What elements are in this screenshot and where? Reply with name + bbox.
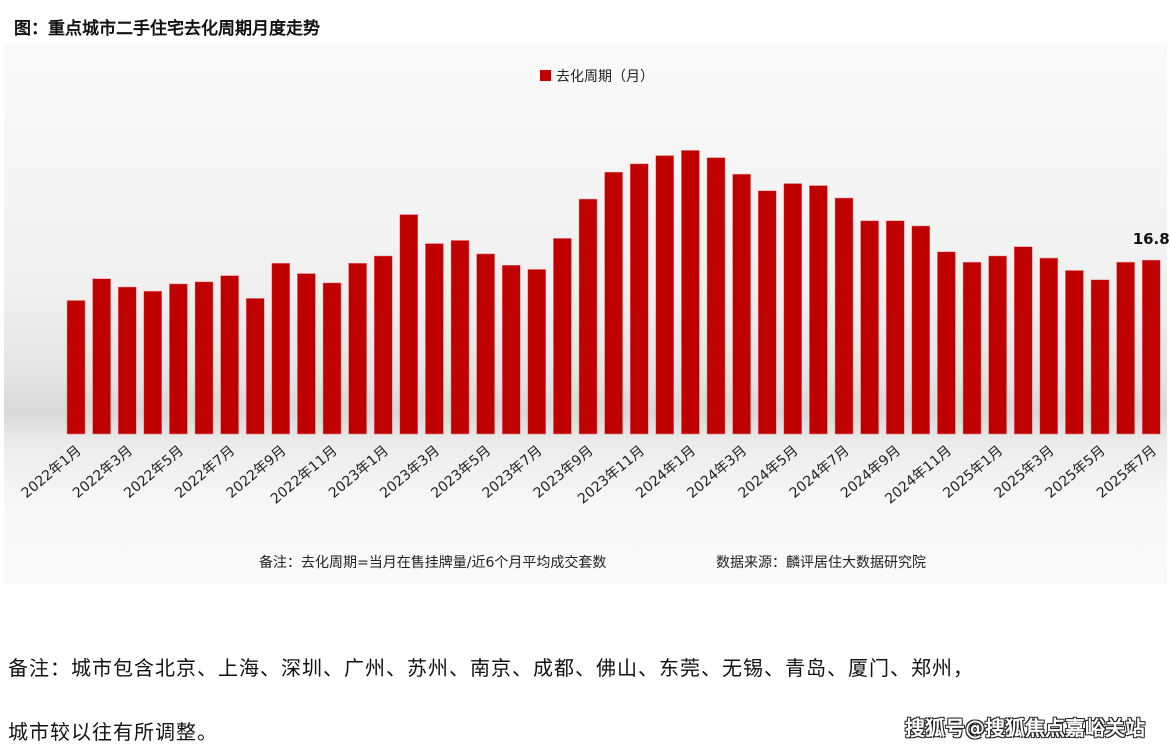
bar-2023年5月: [476, 253, 495, 435]
bar-2022年7月: [220, 275, 239, 435]
footnote-line-2: 城市较以往有所调整。: [8, 720, 218, 744]
bar-2023年8月: [553, 238, 572, 435]
bar-2024年7月: [834, 197, 854, 435]
bar-2024年9月: [885, 220, 905, 435]
bar-2023年9月: [578, 198, 598, 435]
bar-2022年8月: [245, 298, 265, 435]
bar-2022年2月: [92, 278, 111, 435]
bar-2023年4月: [450, 240, 470, 435]
bar-2022年4月: [143, 290, 163, 435]
bar-2023年11月: [629, 163, 649, 435]
bar-2024年6月: [809, 185, 828, 435]
bar-2025年1月: [988, 255, 1007, 435]
bar-2023年2月: [399, 214, 419, 435]
bar-2022年9月: [271, 262, 291, 435]
bar-2023年7月: [527, 269, 547, 435]
data-source: 数据来源：麟评居住大数据研究院: [716, 555, 926, 571]
bar-2024年1月: [681, 150, 700, 435]
bar-2022年1月: [66, 300, 86, 435]
bar-2025年2月: [1013, 246, 1033, 435]
bar-2025年6月: [1116, 261, 1135, 435]
bar-2024年12月: [962, 261, 982, 435]
bar-2024年8月: [860, 220, 879, 435]
bar-2024年3月: [732, 173, 751, 435]
bar-2023年10月: [604, 171, 623, 435]
legend-label: 去化周期（月）: [556, 69, 654, 85]
chart-note: 备注：去化周期=当月在售挂牌量/近6个月平均成交套数: [259, 555, 607, 571]
footnote-line-1: 备注：城市包含北京、上海、深圳、广州、苏州、南京、成都、佛山、东莞、无锡、青岛、…: [8, 656, 974, 680]
bar-2024年4月: [757, 190, 777, 435]
bar-2023年3月: [425, 243, 444, 435]
bar-2025年3月: [1039, 257, 1059, 435]
legend: 去化周期（月）: [540, 69, 654, 85]
bar-2022年5月: [169, 283, 188, 435]
bar-2024年2月: [706, 157, 726, 435]
bar-2022年6月: [194, 281, 214, 435]
chart-title: 图：重点城市二手住宅去化周期月度走势: [14, 19, 320, 39]
bar-2025年5月: [1090, 279, 1110, 435]
data-label: 16.8: [1133, 230, 1170, 248]
bar-2022年10月: [297, 273, 316, 435]
bar-chart: 去化周期（月） 16.82022年1月2022年3月2022年5月2022年7月…: [19, 69, 1170, 507]
bar-2024年11月: [937, 251, 956, 435]
bar-2023年1月: [373, 255, 393, 435]
bar-2025年4月: [1065, 270, 1084, 435]
legend-swatch: [540, 70, 551, 81]
bar-2024年10月: [911, 225, 931, 435]
bar-2023年12月: [655, 155, 675, 435]
bar-2022年12月: [348, 262, 367, 435]
bar-2022年11月: [322, 282, 342, 435]
bar-2023年6月: [501, 265, 521, 435]
bar-2025年7月: [1141, 259, 1161, 435]
bar-2024年5月: [783, 183, 803, 435]
bar-2022年3月: [117, 286, 137, 435]
watermark: 搜狐号@搜狐焦点嘉峪关站: [905, 716, 1145, 740]
